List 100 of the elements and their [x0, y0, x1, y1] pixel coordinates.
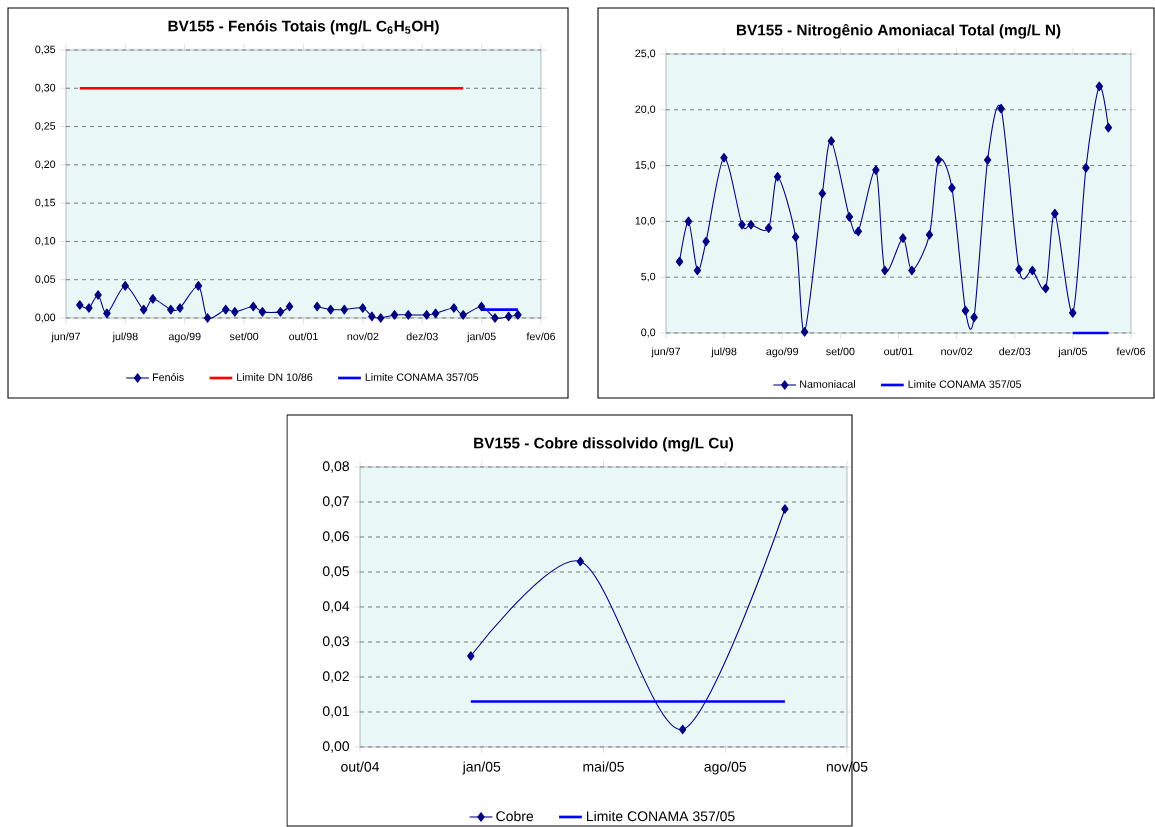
- x-tick-label: set/00: [826, 347, 855, 356]
- point: [221, 304, 230, 315]
- point: [149, 294, 157, 304]
- chart-title: BV155 - Nitrogênio Amoniacal Total (mg/L N): [736, 23, 1061, 39]
- x-tick-label: nov/02: [941, 347, 973, 356]
- x-tick-label: out/01: [884, 347, 913, 356]
- point: [450, 303, 458, 313]
- point: [970, 312, 978, 323]
- legend-label: Limite CONAMA 357/05: [908, 380, 1022, 388]
- y-tick-label: 0,07: [322, 496, 349, 508]
- point: [376, 313, 385, 323]
- x-tick-label: jan/05: [1058, 347, 1087, 358]
- point: [176, 303, 184, 313]
- legend-label: Limite CONAMA 357/05: [365, 373, 479, 381]
- y-tick-label: 0,00: [35, 313, 56, 323]
- point: [431, 308, 440, 319]
- point: [773, 171, 782, 182]
- x-tick-label: nov/05: [826, 761, 868, 772]
- point: [94, 290, 102, 300]
- y-tick-label: 0,20: [35, 160, 56, 170]
- y-tick-label: 25,0: [635, 49, 656, 59]
- point: [1095, 81, 1104, 92]
- y-tick-label: 0,03: [322, 636, 349, 648]
- chart-title: BV155 - Fenóis Totais (mg/L C$_{6}$H$_{5}$OH): [168, 20, 439, 35]
- point: [678, 724, 687, 735]
- point: [1015, 264, 1023, 275]
- point: [1082, 163, 1090, 173]
- y-tick-label: 0,15: [35, 198, 56, 208]
- x-tick-label: jan/05: [462, 761, 501, 775]
- point: [925, 229, 934, 240]
- x-tick-label: fev/06: [526, 332, 556, 341]
- chart-title: BV155 - Cobre dissolvido (mg/L Cu): [474, 437, 734, 452]
- x-tick-label: out/01: [289, 332, 318, 341]
- y-tick-label: 0,02: [322, 671, 349, 683]
- point: [720, 152, 728, 163]
- y-tick-label: 0,30: [35, 83, 56, 93]
- point: [459, 310, 467, 320]
- legend-label: Cobre: [496, 810, 534, 822]
- point: [1041, 283, 1050, 294]
- x-tick-label: ago/99: [168, 332, 201, 343]
- point: [1051, 208, 1059, 219]
- legend-label: Limite DN 10/86: [237, 373, 313, 381]
- point: [326, 304, 335, 315]
- y-tick-label: 0,35: [35, 45, 56, 55]
- point: [1028, 265, 1037, 276]
- y-tick-label: 20,0: [635, 105, 656, 115]
- point: [899, 233, 907, 243]
- point: [359, 303, 367, 313]
- point: [285, 301, 294, 312]
- point: [231, 307, 239, 317]
- y-tick-label: 10,0: [635, 216, 656, 226]
- point: [467, 651, 475, 661]
- point: [997, 103, 1005, 114]
- x-tick-label: jan/05: [466, 332, 496, 343]
- x-tick-label: ago/05: [704, 761, 747, 775]
- point: [368, 311, 376, 322]
- point: [948, 183, 956, 193]
- point: [961, 305, 970, 316]
- y-tick-label: 0,05: [35, 275, 56, 285]
- point: [103, 308, 111, 319]
- x-tick-label: dez/03: [999, 347, 1031, 356]
- y-tick-label: 0,25: [35, 122, 56, 131]
- point: [702, 236, 710, 247]
- point: [167, 304, 175, 315]
- y-tick-label: 0,08: [322, 461, 349, 473]
- point: [854, 226, 863, 237]
- point: [340, 304, 349, 315]
- point: [249, 301, 258, 312]
- x-tick-label: out/04: [341, 761, 380, 772]
- point: [693, 265, 702, 276]
- x-tick-label: jul/98: [112, 332, 138, 343]
- y-tick-label: 0,00: [322, 741, 350, 753]
- point: [258, 307, 267, 317]
- y-tick-label: 15,0: [635, 161, 656, 170]
- point: [313, 301, 321, 312]
- point: [514, 310, 522, 320]
- legend-label: Limite CONAMA 357/05: [586, 810, 735, 822]
- x-tick-label: dez/03: [406, 332, 438, 341]
- point: [818, 188, 827, 199]
- point: [827, 136, 836, 146]
- point: [194, 281, 203, 291]
- point: [1104, 122, 1113, 133]
- point: [934, 155, 943, 165]
- y-tick-label: 5,0: [641, 272, 656, 282]
- point: [791, 232, 800, 242]
- point: [491, 313, 499, 323]
- point: [881, 265, 889, 276]
- x-tick-label: set/00: [229, 332, 259, 341]
- y-tick-label: 0,0: [641, 328, 656, 338]
- x-tick-label: jul/98: [711, 347, 737, 358]
- point: [139, 304, 148, 315]
- point: [983, 155, 992, 165]
- point: [390, 310, 399, 320]
- y-tick-label: 0,10: [35, 237, 56, 246]
- point: [747, 219, 755, 230]
- y-tick-label: 0,05: [322, 566, 350, 578]
- point: [576, 556, 585, 567]
- point: [121, 281, 129, 291]
- point: [477, 301, 486, 312]
- point: [404, 310, 413, 320]
